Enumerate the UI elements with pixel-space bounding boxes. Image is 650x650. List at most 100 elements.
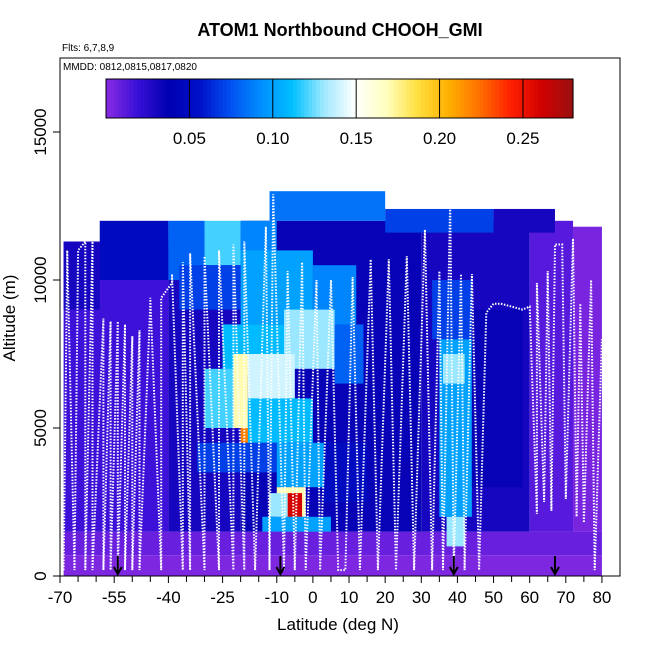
colorbar-segment [273,79,278,118]
heatmap-cell [334,324,364,384]
colorbar-segment [557,79,562,118]
colorbar-segment [277,79,282,118]
colorbar-segment [199,79,204,118]
colorbar-segment [475,79,481,118]
colorbar-segment [522,79,527,118]
colorbar-segment [242,79,247,118]
colorbar-segment [479,79,485,118]
colorbar-segment [113,79,119,118]
colorbar-segment [246,79,251,118]
heatmap-cell [179,265,241,310]
colorbar-segment [335,79,341,118]
x-tick-label: -10 [264,588,289,607]
heatmap-cell [63,531,602,556]
heatmap-cell [204,220,241,266]
colorbar-segment [183,79,189,118]
colorbar-segment [265,79,271,118]
x-tick-label: 0 [308,588,317,607]
colorbar-segment [292,79,298,118]
colorbar-segment [312,79,317,118]
colorbar-segment [549,79,555,118]
x-tick-label: -70 [48,588,73,607]
colorbar-segment [386,79,391,118]
x-tick-label: -25 [210,588,235,607]
colorbar-segment [137,79,142,118]
colorbar-segment [168,79,173,118]
colorbar-segment [288,79,294,118]
x-tick-label: 30 [412,588,431,607]
flight-boundary-arrow [112,556,123,577]
colorbar-segment [327,79,333,118]
colorbar-segment [238,79,243,118]
colorbar-segment [234,79,239,118]
colorbar-segment [144,79,150,118]
heatmap-cell [442,354,465,384]
colorbar-segment [471,79,477,118]
colorbar-segment [285,79,290,118]
heatmap-cell [197,442,277,473]
colorbar-segment [514,79,520,118]
heatmap-cell [385,208,494,233]
x-axis-label: Latitude (deg N) [277,615,399,634]
colorbar-segment [230,79,236,118]
colorbar-segment [397,79,403,118]
colorbar-segment [148,79,154,118]
colorbar-segment [316,79,321,118]
colorbar-segment [491,79,496,118]
colorbar-segment [351,79,356,118]
colorbar-segment [565,79,570,118]
x-tick-label: 10 [340,588,359,607]
y-axis-label: Altitude (m) [0,275,19,362]
colorbar-segment [106,79,111,118]
colorbar-tick-label: 0.10 [256,129,289,148]
colorbar-segment [530,79,535,118]
heatmap-cell [247,398,313,443]
colorbar-segment [393,79,399,118]
colorbar-segment [401,79,407,118]
colorbar-tick-label: 0.15 [340,129,373,148]
flight-boundary-arrow [448,556,459,577]
colorbar-segment [347,79,352,118]
y-tick-label: 10000 [31,256,50,303]
y-tick-label: 5000 [31,409,50,447]
x-tick-label: -55 [102,588,127,607]
colorbar-segment [390,79,395,118]
colorbar-segment [172,79,177,118]
heatmap-cell [471,309,523,488]
x-axis: -70 -55 -40 -25 -10 0 10 20 30 40 50 60 70 80 [48,575,611,607]
flight-boundary-arrow [275,556,286,577]
colorbar-segment [374,79,380,118]
colorbar-segment [257,79,263,118]
colorbar-segment [456,79,461,118]
colorbar-segment [518,79,524,118]
colorbar-segment [499,79,504,118]
colorbar-segment [510,79,516,118]
colorbar-segment [553,79,559,118]
colorbar-segment [269,79,274,118]
colorbar-segment [413,79,418,118]
colorbar-segment [308,79,313,118]
flights-label: Flts: 6,7,8,9 [62,43,115,54]
x-tick-label: 80 [592,588,611,607]
colorbar-segment [222,79,228,118]
colorbar-segment [281,79,286,118]
heatmap-cell [269,493,288,517]
colorbar-segment [133,79,138,118]
colorbar-segment [545,79,551,118]
heatmap-cell [323,442,368,502]
colorbar-segment [129,79,134,118]
flight-track-north [431,200,603,571]
colorbar-segment [436,79,442,118]
flight-boundary-arrow [550,556,560,577]
colorbar-segment [109,79,115,118]
colorbar-segment [483,79,488,118]
colorbar-segment [304,79,309,118]
colorbar-segment [187,79,193,118]
colorbar-segment [464,79,469,118]
colorbar-segment [425,79,430,118]
colorbar-segment [366,79,372,118]
flight-arrows [112,556,560,577]
colorbar: 0.05 0.10 0.15 0.20 0.25 [105,78,574,148]
colorbar-segment [191,79,197,118]
